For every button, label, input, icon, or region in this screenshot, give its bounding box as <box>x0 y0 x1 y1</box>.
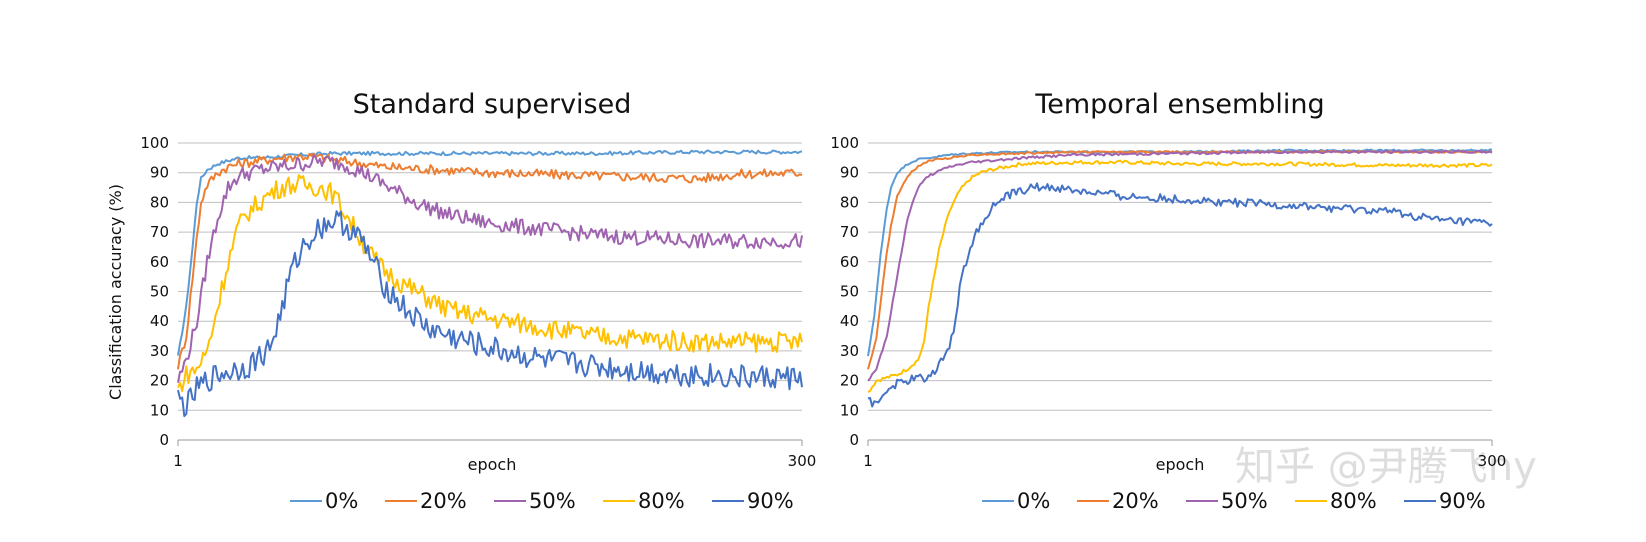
legend-label: 20% <box>420 489 467 513</box>
y-tick-label: 40 <box>840 312 859 330</box>
gridlines <box>178 142 802 441</box>
series-lines <box>867 148 1493 408</box>
legend-label: 90% <box>747 489 794 513</box>
y-tick-label: 10 <box>150 401 169 419</box>
y-tick-label: 20 <box>840 372 859 390</box>
y-tick-label: 60 <box>150 253 169 271</box>
legend-label: 0% <box>1017 489 1050 513</box>
series-line-90pct <box>177 210 803 418</box>
y-tick-label: 0 <box>159 431 169 449</box>
y-tick-label: 100 <box>140 134 169 152</box>
y-tick-label: 90 <box>840 164 859 182</box>
chart-title: Temporal ensembling <box>1034 89 1324 120</box>
y-tick-label: 90 <box>150 164 169 182</box>
series-line-50pct <box>867 149 1493 382</box>
y-tick-label: 10 <box>840 401 859 419</box>
y-ticks: 0 10 20 30 40 50 60 70 80 90 100 <box>140 134 169 449</box>
y-tick-label: 50 <box>150 283 169 301</box>
series-lines <box>177 149 803 418</box>
x-tick-label: 300 <box>788 452 817 470</box>
y-tick-label: 50 <box>840 283 859 301</box>
series-line-20pct <box>867 150 1493 370</box>
x-ticks: 1 300 <box>863 440 1506 470</box>
series-line-20pct <box>177 152 803 370</box>
watermark-text: 知乎 @尹腾飞ny <box>1235 444 1537 490</box>
watermark: 知乎 @尹腾飞ny <box>1235 444 1537 490</box>
legend-label: 80% <box>638 489 685 513</box>
y-tick-label: 30 <box>150 342 169 360</box>
y-tick-label: 20 <box>150 372 169 390</box>
chart-temporal-ensembling: Temporal ensembling epoch 0 10 20 30 40 50 60 7… <box>830 89 1506 513</box>
series-line-0pct <box>867 148 1493 357</box>
y-tick-label: 70 <box>840 223 859 241</box>
chart-title: Standard supervised <box>353 89 632 120</box>
legend-label: 90% <box>1439 489 1486 513</box>
y-ticks: 0 10 20 30 40 50 60 70 80 90 100 <box>830 134 859 449</box>
y-tick-label: 100 <box>830 134 859 152</box>
series-line-0pct <box>177 149 803 356</box>
series-line-80pct <box>177 174 803 393</box>
legend: 0% 20% 50% 80% 90% <box>290 489 794 513</box>
x-tick-label: 300 <box>1478 452 1507 470</box>
gridlines <box>868 142 1492 441</box>
legend-label: 20% <box>1112 489 1159 513</box>
y-tick-label: 80 <box>150 193 169 211</box>
y-tick-label: 40 <box>150 312 169 330</box>
y-tick-label: 80 <box>840 193 859 211</box>
series-line-80pct <box>867 159 1493 393</box>
x-tick-label: 1 <box>863 452 873 470</box>
x-axis-label: epoch <box>1156 455 1205 474</box>
x-axis-label: epoch <box>468 455 517 474</box>
y-tick-label: 30 <box>840 342 859 360</box>
y-axis-label: Classification accuracy (%) <box>106 184 125 400</box>
series-line-90pct <box>867 182 1493 408</box>
legend-label: 50% <box>529 489 576 513</box>
legend-label: 80% <box>1330 489 1377 513</box>
legend: 0% 20% 50% 80% 90% <box>982 489 1486 513</box>
legend-label: 50% <box>1221 489 1268 513</box>
series-line-50pct <box>177 154 803 383</box>
legend-label: 0% <box>325 489 358 513</box>
x-tick-label: 1 <box>173 452 183 470</box>
y-tick-label: 60 <box>840 253 859 271</box>
chart-standard-supervised: Standard supervised Classification accur… <box>106 89 816 513</box>
y-tick-label: 0 <box>849 431 859 449</box>
y-tick-label: 70 <box>150 223 169 241</box>
x-ticks: 1 300 <box>173 440 816 470</box>
